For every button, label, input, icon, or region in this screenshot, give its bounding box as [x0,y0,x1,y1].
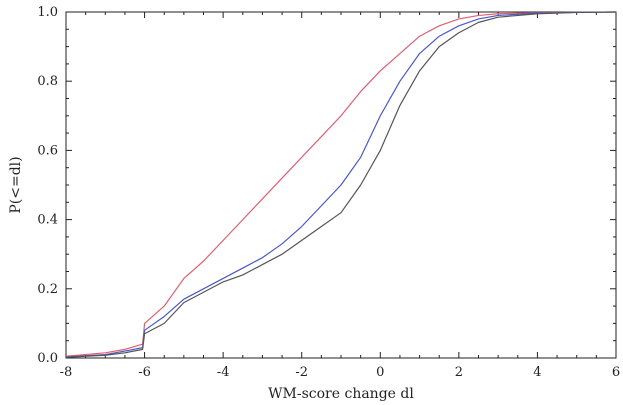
y-axis-title: P(<=dl) [8,156,24,213]
y-tick-label: 0.6 [37,143,58,158]
y-axis-ticks: 0.0 0.2 0.4 0.6 0.8 1.0 [37,5,616,366]
y-tick-label: 0.2 [37,282,58,297]
x-tick-label: 6 [612,365,620,380]
x-tick-label: -4 [217,365,230,380]
series-line-3 [65,11,617,358]
y-tick-label: 1.0 [37,5,58,20]
series-line-1 [65,11,617,357]
y-tick-label: 0.4 [37,213,58,228]
y-tick-label: 0.8 [37,74,58,89]
x-tick-label: -2 [295,365,308,380]
y-tick-label: 0.0 [37,351,58,366]
x-tick-label: -6 [138,365,151,380]
x-axis-ticks: -8 -6 -4 -2 0 2 4 6 [60,12,620,380]
x-tick-label: 0 [376,365,384,380]
x-tick-label: 4 [533,365,541,380]
x-tick-label: 2 [455,365,463,380]
series-layer [65,11,617,358]
x-tick-label: -8 [60,365,73,380]
series-line-2 [65,11,617,358]
x-axis-title: WM-score change dl [268,386,414,402]
